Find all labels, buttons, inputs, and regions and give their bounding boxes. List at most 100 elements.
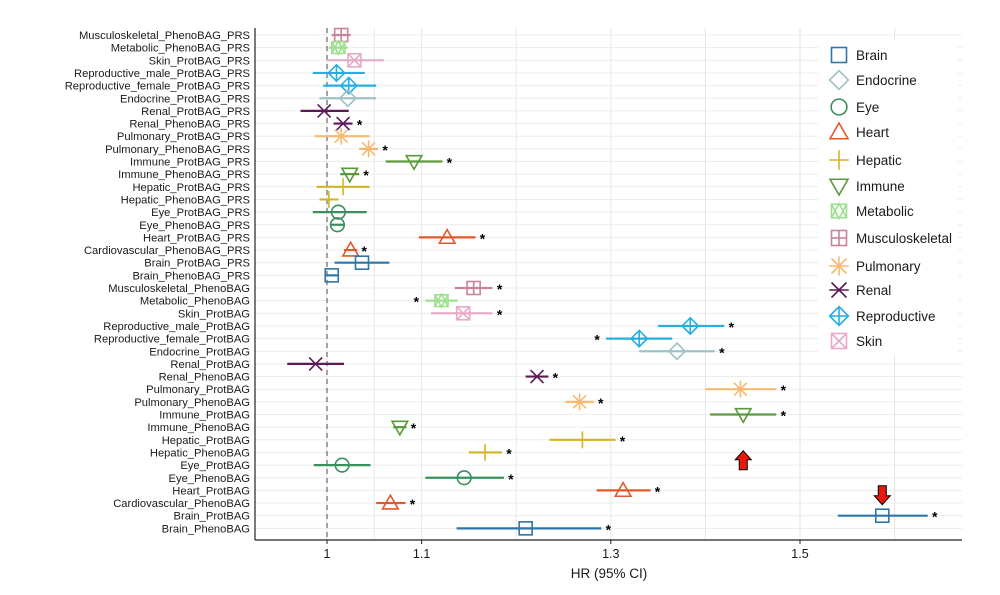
significance-star: *: [363, 167, 369, 183]
significance-star: *: [508, 471, 514, 487]
significance-star: *: [655, 483, 661, 499]
row-label: Immune_ProtBAG: [159, 410, 250, 422]
row-label-layer: Musculoskeletal_PhenoBAG_PRSMetabolic_Ph…: [65, 30, 250, 535]
hr-marker: [332, 127, 350, 145]
hr-marker: [681, 316, 700, 336]
significance-star: *: [447, 155, 453, 171]
significance-star: *: [414, 294, 420, 310]
hr-marker: [734, 407, 753, 424]
significance-star: *: [553, 370, 559, 386]
significance-star: *: [729, 319, 735, 335]
significance-star: *: [480, 230, 486, 246]
significance-star: *: [594, 332, 600, 348]
hr-marker-layer: [307, 27, 890, 536]
hr-marker: [629, 329, 649, 348]
row-label: Brain_ProtBAG: [174, 511, 250, 523]
hr-marker: [613, 480, 633, 498]
significance-star: *: [362, 243, 368, 259]
row-label: Brain_PhenoBAG_PRS: [132, 270, 250, 282]
legend-marker: [830, 201, 848, 221]
row-label: Cardiovascular_PhenoBAG: [113, 498, 250, 510]
significance-star: *: [497, 306, 503, 322]
hr-marker: [731, 380, 749, 398]
significance-star: *: [382, 142, 388, 158]
legend-background: [818, 40, 958, 355]
legend-marker: [830, 332, 848, 350]
significance-star-layer: * * * * * * * * * * * * * * * * * * * * * * * *: [357, 117, 938, 538]
hr-marker: [338, 88, 358, 108]
row-label: Skin_ProtBAG: [178, 308, 250, 320]
significance-star: *: [357, 117, 363, 133]
row-label: Reproductive_female_ProtBAG_PRS: [65, 81, 250, 93]
row-label: Renal_ProtBAG: [170, 359, 250, 371]
hr-marker: [341, 240, 360, 257]
row-label: Musculoskeletal_PhenoBAG_PRS: [79, 30, 250, 42]
legend-label: Endocrine: [856, 73, 917, 88]
hr-marker: [573, 431, 591, 449]
legend-marker: [828, 305, 850, 327]
red-arrow-up-icon: [734, 450, 753, 471]
row-label: Pulmonary_ProtBAG_PRS: [117, 131, 250, 143]
row-label: Reproductive_male_ProtBAG: [103, 321, 250, 333]
hr-marker: [347, 52, 362, 68]
x-tick-label: 1: [324, 547, 331, 561]
row-label: Renal_PhenoBAG_PRS: [129, 119, 250, 131]
hr-marker: [456, 470, 472, 486]
hr-marker: [528, 369, 546, 384]
legend-label: Heart: [856, 125, 889, 140]
row-label: Pulmonary_ProtBAG: [146, 384, 250, 396]
row-label: Metabolic_PhenoBAG_PRS: [111, 43, 250, 55]
row-label: Musculoskeletal_PhenoBAG: [108, 283, 250, 295]
hr-marker: [324, 268, 340, 283]
row-label: Hepatic_PhenoBAG: [150, 447, 250, 459]
hr-marker: [667, 341, 687, 361]
legend-marker: [829, 256, 849, 276]
x-tick-label: 1.5: [791, 547, 808, 561]
row-label: Renal_PhenoBAG: [159, 372, 250, 384]
hr-marker: [404, 154, 424, 171]
significance-star: *: [410, 496, 416, 512]
row-label: Eye_PhenoBAG_PRS: [139, 220, 250, 232]
legend-marker: [830, 98, 848, 116]
legend-marker: [829, 150, 849, 170]
legend-label: Hepatic: [856, 153, 902, 168]
confidence-interval-layer: [287, 33, 928, 530]
hr-marker: [334, 116, 352, 131]
hr-marker: [315, 103, 333, 118]
hr-marker: [327, 63, 346, 83]
row-label: Heart_ProtBAG_PRS: [143, 232, 250, 244]
hr-marker: [320, 191, 338, 208]
row-label: Metabolic_PhenoBAG: [140, 296, 250, 308]
x-axis: 1 1.1 1.3 1.5: [254, 28, 962, 561]
legend: Brain Endocrine Eye Heart Hepatic Immune Metab…: [818, 40, 958, 355]
row-label: Immune_ProtBAG_PRS: [130, 157, 250, 169]
row-label: Brain_ProtBAG_PRS: [144, 258, 250, 270]
row-label: Immune_PhenoBAG: [147, 422, 250, 434]
x-tick-label: 1.3: [602, 547, 619, 561]
hr-marker: [518, 521, 533, 536]
row-label: Hepatic_ProtBAG: [162, 435, 250, 447]
row-label: Endocrine_ProtBAG: [149, 346, 250, 358]
row-label: Pulmonary_PhenoBAG_PRS: [105, 144, 250, 156]
annotation-layer: [734, 450, 892, 506]
significance-star: *: [411, 420, 417, 436]
significance-star: *: [606, 521, 612, 537]
hr-marker: [466, 280, 481, 296]
hr-marker: [433, 292, 450, 309]
row-label: Renal_ProtBAG_PRS: [141, 106, 250, 118]
significance-star: *: [781, 408, 787, 424]
hr-marker: [330, 204, 346, 220]
legend-marker: [828, 121, 850, 140]
legend-label: Eye: [856, 100, 879, 115]
row-label: Brain_PhenoBAG: [162, 523, 250, 535]
row-label: Immune_PhenoBAG_PRS: [118, 169, 250, 181]
row-label: Skin_ProtBAG_PRS: [149, 55, 250, 67]
hr-marker: [390, 420, 410, 437]
legend-marker: [829, 281, 849, 299]
hr-marker: [381, 493, 400, 510]
significance-star: *: [506, 445, 512, 461]
hr-marker: [333, 27, 349, 43]
row-label: Eye_PhenoBAG: [169, 473, 250, 485]
significance-star: *: [932, 509, 938, 525]
